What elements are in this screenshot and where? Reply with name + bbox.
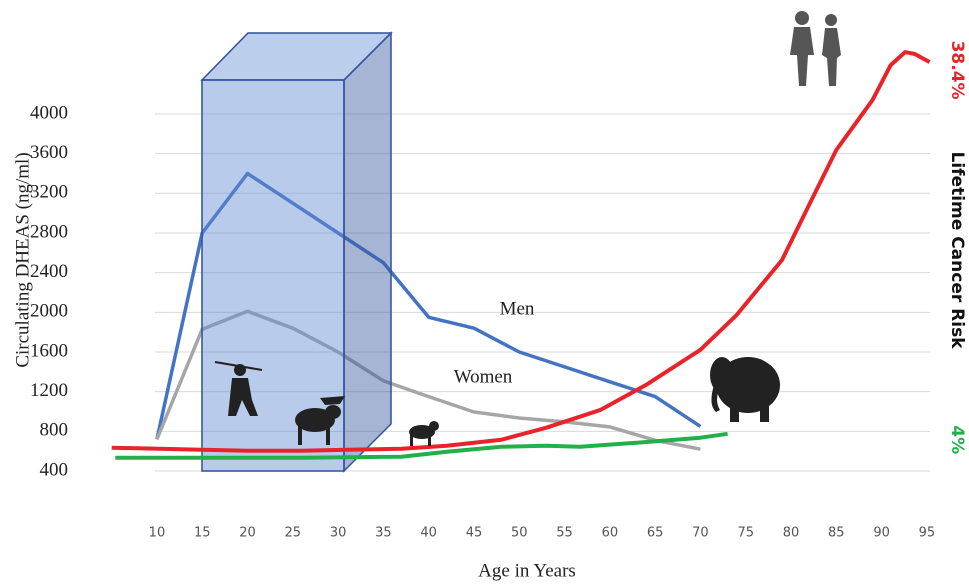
x-tick-label: 40 [420, 526, 437, 541]
y2-tick-label: 38.4% [947, 41, 967, 100]
series-label: Men [500, 298, 535, 319]
x-tick-label: 60 [602, 526, 619, 541]
x-tick-label: 50 [511, 526, 528, 541]
x-tick-label: 35 [375, 526, 392, 541]
x-tick-label: 20 [239, 526, 256, 541]
x-tick-label: 80 [783, 526, 800, 541]
x-tick-label: 25 [285, 526, 302, 541]
y-tick-label: 2400 [30, 261, 68, 282]
y-tick-label: 1600 [30, 340, 68, 361]
x-tick-label: 95 [919, 526, 936, 541]
page: Men Women Circulating DHEAS (ng/ml) Age … [0, 0, 969, 586]
x-axis-label: Age in Years [478, 560, 576, 581]
y-tick-label: 400 [40, 459, 69, 480]
elephant-icon [710, 357, 780, 422]
series-label: Women [454, 366, 513, 387]
x-tick-label: 75 [737, 526, 754, 541]
y-tick-label: 3200 [30, 182, 68, 203]
chimp-icon [409, 421, 439, 446]
x-tick-label: 65 [647, 526, 664, 541]
y-tick-label: 800 [40, 420, 69, 441]
x-tick-label: 10 [149, 526, 166, 541]
x-tick-label: 30 [330, 526, 347, 541]
x-tick-label: 90 [873, 526, 890, 541]
y-tick-label: 4000 [30, 102, 68, 123]
x-tick-label: 70 [692, 526, 709, 541]
y-tick-label: 2800 [30, 221, 68, 242]
chart: Men Women Circulating DHEAS (ng/ml) Age … [0, 0, 969, 586]
x-tick-label: 45 [466, 526, 483, 541]
y2-axis-label: Lifetime Cancer Risk [947, 151, 967, 349]
y-tick-label: 1200 [30, 380, 68, 401]
y-tick-label: 2000 [30, 301, 68, 322]
y2-tick-label: 4% [947, 425, 967, 454]
y-tick-label: 3600 [30, 142, 68, 163]
humans-icon [790, 11, 841, 86]
x-tick-label: 85 [828, 526, 845, 541]
ticks: 400 800 1200 1600 2000 2400 2800 3200 3600 4000 10… [30, 41, 967, 541]
x-tick-label: 55 [556, 526, 573, 541]
box-side [344, 33, 391, 471]
x-tick-label: 15 [194, 526, 211, 541]
